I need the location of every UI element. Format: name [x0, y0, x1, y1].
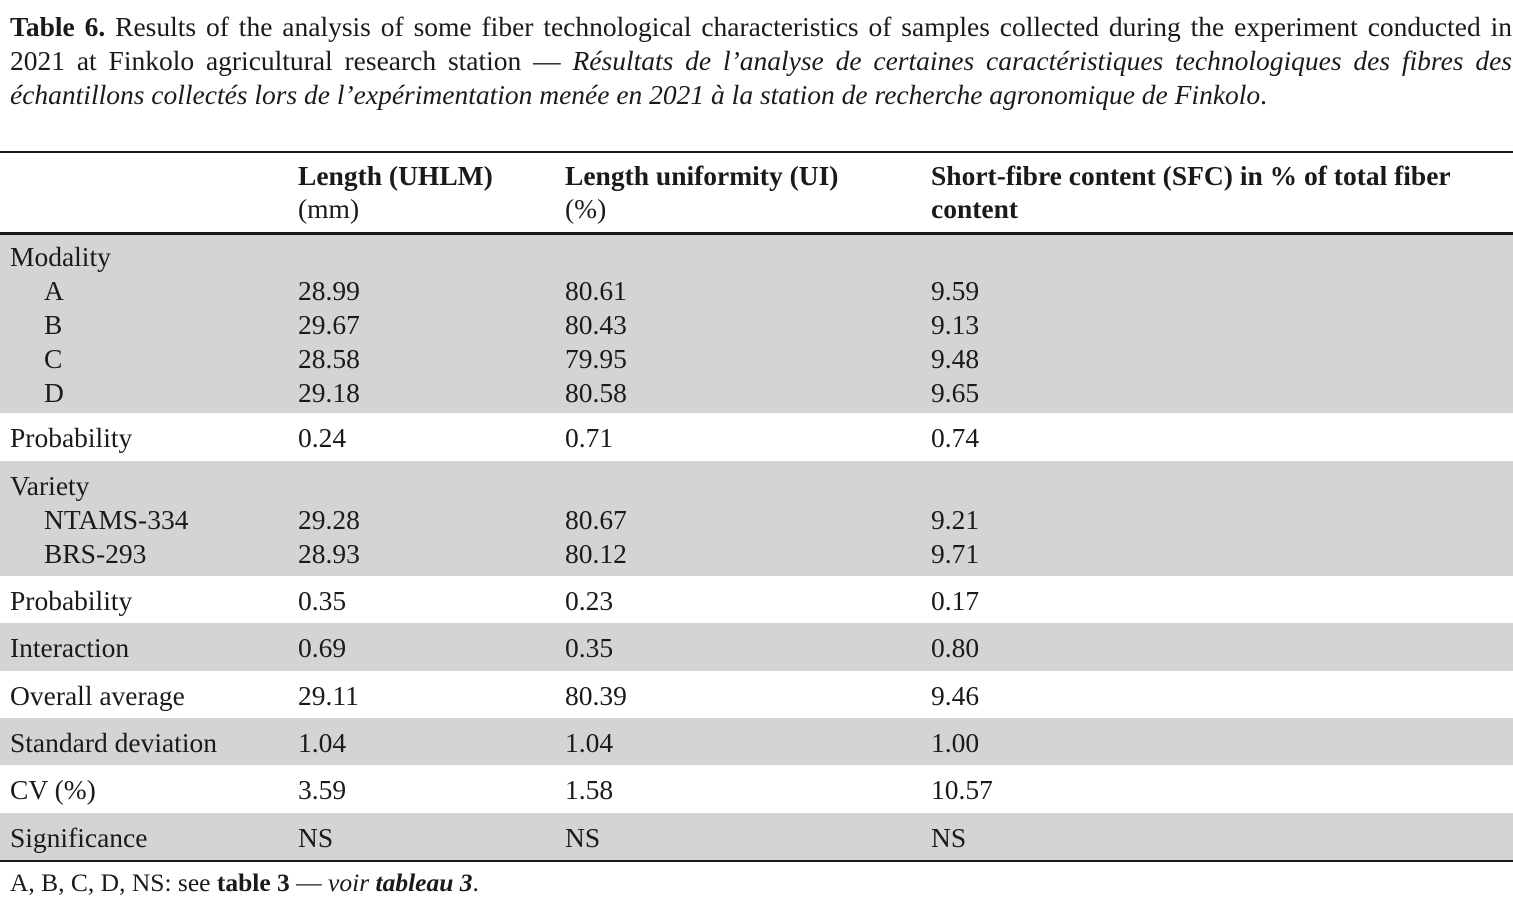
row-label: NTAMS-334 [44, 504, 189, 535]
row-label: Significance [10, 822, 148, 853]
row-label: CV (%) [10, 774, 96, 805]
table-row: CV (%) 3.59 1.58 10.57 [0, 773, 1513, 807]
cell-sfc: 0.74 [931, 422, 980, 453]
table-row: Modality [0, 240, 1513, 274]
row-label: Overall average [10, 680, 185, 711]
bottom-rule [0, 860, 1513, 862]
cell-length: 1.04 [298, 727, 347, 758]
footnote-voir: voir [328, 868, 376, 897]
cell-length: 28.99 [298, 275, 360, 306]
cell-sfc: 0.80 [931, 632, 980, 663]
cell-uniformity: 1.58 [565, 774, 614, 805]
row-label: Variety [10, 470, 90, 501]
table-header: Length (UHLM) (mm) Length uniformity (UI… [0, 153, 1513, 232]
cell-uniformity: NS [565, 822, 601, 853]
cell-sfc: 9.65 [931, 377, 980, 408]
cell-uniformity: 80.67 [565, 504, 627, 535]
row-label: BRS-293 [44, 538, 147, 569]
row-label: B [44, 309, 63, 340]
header-length-title: Length (UHLM) [298, 160, 493, 191]
header-rule [0, 232, 1513, 235]
header-sfc-title: Short-fibre content (SFC) in % of total … [931, 160, 1451, 224]
table-row: A 28.99 80.61 9.59 [0, 274, 1513, 308]
table-row: D 29.18 80.58 9.65 [0, 376, 1513, 410]
header-length: Length (UHLM) (mm) [298, 159, 548, 225]
table-row: Overall average 29.11 80.39 9.46 [0, 679, 1513, 713]
cell-sfc: 9.21 [931, 504, 980, 535]
table-row: B 29.67 80.43 9.13 [0, 308, 1513, 342]
top-rule [0, 151, 1513, 153]
header-sfc: Short-fibre content (SFC) in % of total … [931, 159, 1509, 225]
table-row: Variety [0, 469, 1513, 503]
row-label: Standard deviation [10, 727, 217, 758]
cell-length: 29.11 [298, 680, 359, 711]
cell-uniformity: 80.12 [565, 538, 627, 569]
table-row: Interaction 0.69 0.35 0.80 [0, 631, 1513, 665]
header-uniformity-unit: (%) [565, 193, 607, 224]
row-label: Probability [10, 585, 133, 616]
row-group [0, 461, 1513, 576]
header-uniformity-title: Length uniformity (UI) [565, 160, 839, 191]
cell-length: 29.18 [298, 377, 360, 408]
cell-length: 0.69 [298, 632, 347, 663]
cell-uniformity: 79.95 [565, 343, 627, 374]
table-footnote: A, B, C, D, NS: see table 3 — voir table… [10, 866, 479, 900]
cell-length: 29.28 [298, 504, 360, 535]
cell-uniformity: 0.71 [565, 422, 614, 453]
cell-uniformity: 80.58 [565, 377, 627, 408]
row-label: A [44, 275, 64, 306]
cell-uniformity: 80.43 [565, 309, 627, 340]
footnote-dash: — [289, 868, 329, 897]
cell-length: 0.35 [298, 585, 347, 616]
caption-label: Table 6. [10, 11, 106, 42]
cell-sfc: 9.46 [931, 680, 980, 711]
cell-sfc: 10.57 [931, 774, 993, 805]
cell-length: NS [298, 822, 334, 853]
cell-length: 29.67 [298, 309, 360, 340]
cell-uniformity: 1.04 [565, 727, 614, 758]
cell-uniformity: 80.61 [565, 275, 627, 306]
header-length-unit: (mm) [298, 193, 360, 224]
cell-sfc: 9.71 [931, 538, 980, 569]
cell-sfc: 0.17 [931, 585, 980, 616]
table-row: BRS-293 28.93 80.12 9.71 [0, 537, 1513, 571]
caption-end: . [1260, 79, 1268, 110]
cell-length: 28.58 [298, 343, 360, 374]
row-group [0, 235, 1513, 413]
header-uniformity: Length uniformity (UI) (%) [565, 159, 905, 225]
table-row: Standard deviation 1.04 1.04 1.00 [0, 726, 1513, 760]
row-label: Interaction [10, 632, 130, 663]
row-group [0, 813, 1513, 860]
table-row: NTAMS-334 29.28 80.67 9.21 [0, 503, 1513, 537]
cell-uniformity: 80.39 [565, 680, 627, 711]
row-group [0, 623, 1513, 671]
footnote-prefix: A, B, C, D, NS: see [10, 868, 217, 897]
cell-length: 0.24 [298, 422, 347, 453]
caption-english: Results of the analysis of some fiber te… [10, 11, 1512, 76]
table-row: C 28.58 79.95 9.48 [0, 342, 1513, 376]
row-label: D [44, 377, 64, 408]
cell-sfc: 9.13 [931, 309, 980, 340]
cell-sfc: 9.59 [931, 275, 980, 306]
cell-sfc: 9.48 [931, 343, 980, 374]
row-label: C [44, 343, 63, 374]
row-label: Modality [10, 241, 111, 272]
cell-uniformity: 0.35 [565, 632, 614, 663]
cell-length: 28.93 [298, 538, 360, 569]
cell-sfc: NS [931, 822, 967, 853]
cell-sfc: 1.00 [931, 727, 980, 758]
caption-separator: — [521, 45, 573, 76]
footnote-end: . [472, 868, 479, 897]
footnote-ref-en: table 3 [216, 868, 290, 897]
cell-length: 3.59 [298, 774, 347, 805]
row-label: Probability [10, 422, 133, 453]
footnote-ref-fr: tableau 3 [375, 868, 473, 897]
row-group [0, 718, 1513, 765]
cell-uniformity: 0.23 [565, 585, 614, 616]
table-row: Probability 0.24 0.71 0.74 [0, 421, 1513, 455]
table-row: Probability 0.35 0.23 0.17 [0, 584, 1513, 618]
table-row: Significance NS NS NS [0, 821, 1513, 855]
caption-french: Résultats de l’analyse de certaines cara… [10, 45, 1513, 110]
table-caption: Table 6. Results of the analysis of some… [10, 10, 1512, 112]
